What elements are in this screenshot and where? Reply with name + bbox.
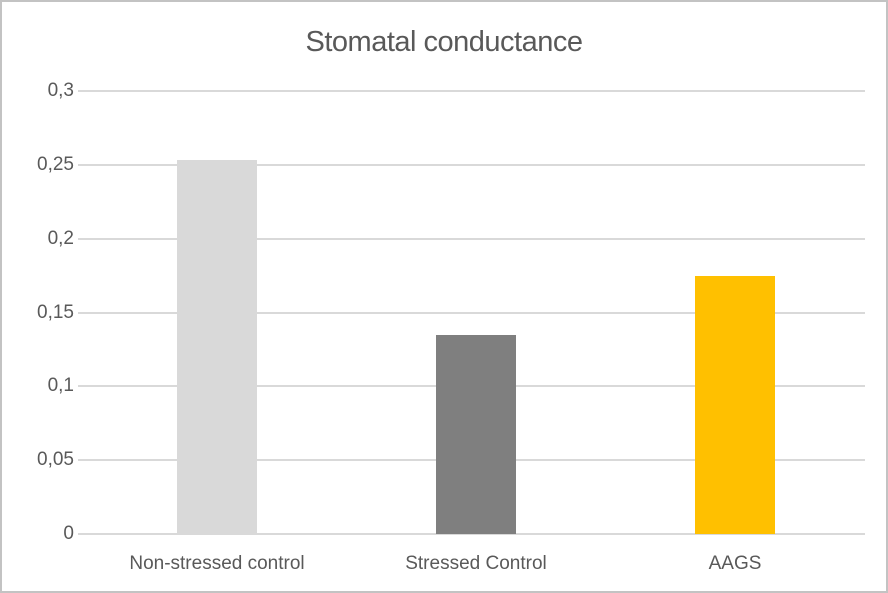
y-tick-label: 0 bbox=[63, 523, 74, 544]
gridline bbox=[87, 312, 865, 314]
x-tick-label: AAGS bbox=[708, 553, 762, 574]
y-tick-label: 0,25 bbox=[37, 154, 74, 175]
y-tick-label: 0,15 bbox=[37, 302, 74, 323]
y-axis-tick bbox=[78, 90, 87, 92]
y-axis-tick bbox=[78, 533, 87, 535]
gridline bbox=[87, 238, 865, 240]
x-axis-line bbox=[87, 533, 865, 535]
y-tick-label: 0,3 bbox=[47, 80, 74, 101]
y-tick-label: 0,2 bbox=[47, 228, 74, 249]
bar-non-stressed-control bbox=[177, 160, 257, 534]
y-axis-tick bbox=[78, 459, 87, 461]
x-tick-label: Non-stressed control bbox=[129, 553, 305, 574]
chart-title: Stomatal conductance bbox=[305, 26, 583, 58]
gridline bbox=[87, 90, 865, 92]
y-axis-tick bbox=[78, 312, 87, 314]
y-axis-tick bbox=[78, 385, 87, 387]
y-tick-label: 0,1 bbox=[47, 375, 74, 396]
y-axis-tick bbox=[78, 238, 87, 240]
bar-aags bbox=[695, 276, 775, 534]
x-tick-label: Stressed Control bbox=[405, 553, 547, 574]
y-axis-tick bbox=[78, 164, 87, 166]
y-tick-label: 0,05 bbox=[37, 449, 74, 470]
bar-stressed-control bbox=[436, 335, 516, 534]
gridline bbox=[87, 164, 865, 166]
